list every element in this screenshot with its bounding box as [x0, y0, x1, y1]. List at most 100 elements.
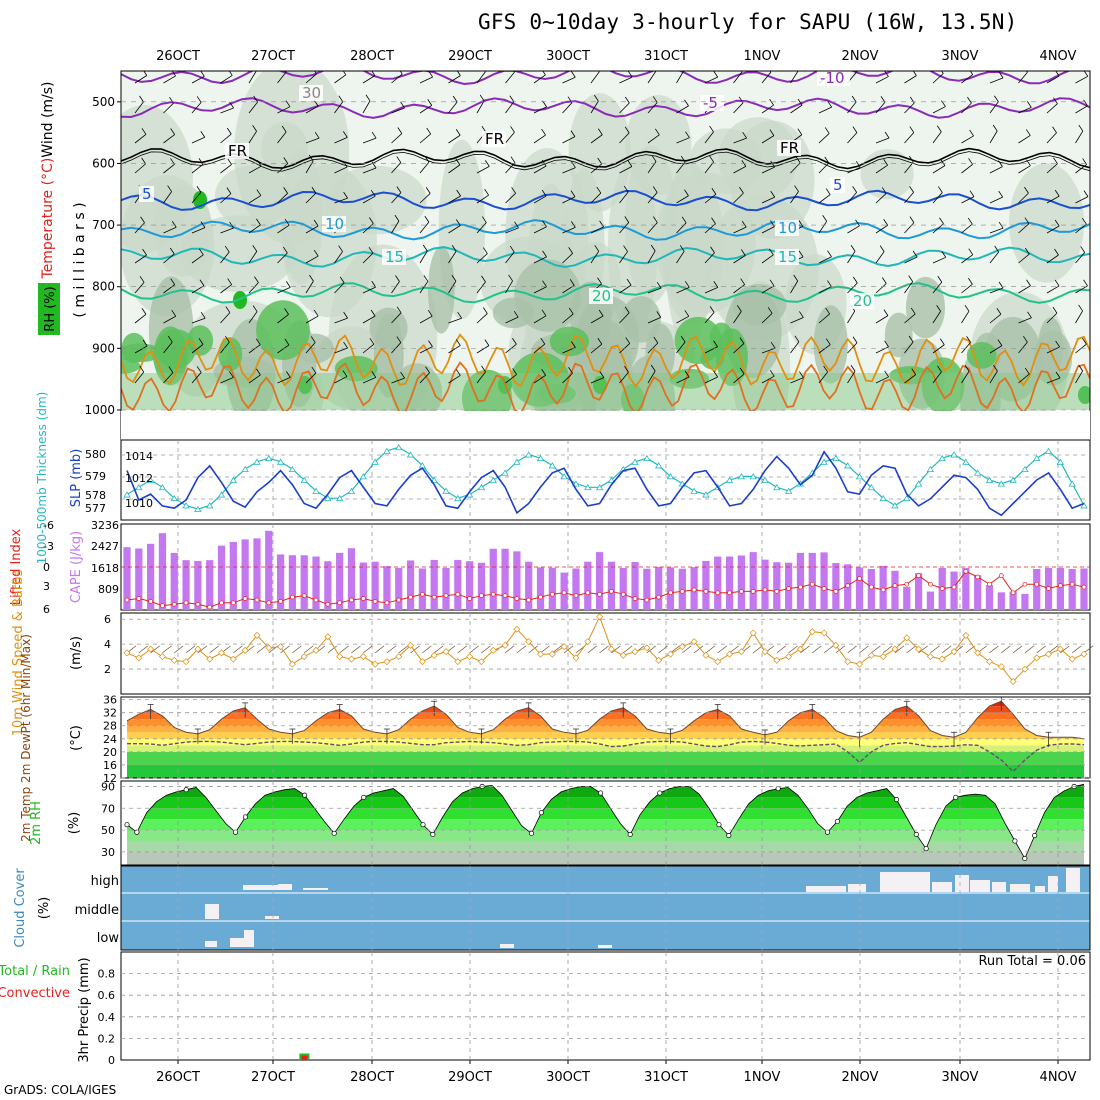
cape-bar: [418, 568, 426, 610]
wind-barb: [248, 374, 261, 384]
rh2m-point: [361, 794, 367, 800]
wind-barb: [191, 372, 202, 384]
temp2m-ylabel: 2m Temp 2m DewPt (6hr Min/Max): [19, 634, 33, 842]
li-point: [951, 584, 957, 590]
wind10-point: [631, 648, 639, 656]
rh-shade-moist: [156, 329, 196, 369]
wind10-point: [395, 653, 403, 661]
wind-barb: [448, 195, 461, 204]
thickness-point: [442, 487, 450, 494]
rh2m-point: [430, 831, 436, 838]
wind-barb: [505, 280, 513, 294]
wind-barb: [533, 286, 547, 294]
wind-barb-flag: [997, 339, 1003, 346]
top-date-label: 30OCT: [546, 49, 590, 64]
bottom-date-label: 1NOV: [744, 1070, 781, 1085]
cape-bar: [288, 555, 297, 610]
cape-bar: [595, 552, 604, 610]
wind-barb: [163, 163, 175, 174]
wind10-barb: [847, 645, 857, 654]
wind-barb-flag: [422, 244, 428, 252]
thickness-point: [643, 454, 651, 462]
wind-barb: [676, 222, 687, 234]
wind-barb: [932, 192, 943, 204]
wind-barb-flag: [313, 309, 319, 317]
wind-barb-flag: [140, 216, 145, 224]
cloud-cell: [265, 916, 279, 919]
wind-barb-flag: [1078, 304, 1083, 312]
wind-barb: [961, 283, 973, 294]
wind-barb: [134, 254, 147, 264]
thickness-point: [182, 502, 190, 509]
wind-barb: [220, 133, 232, 144]
wind-barb: [1018, 165, 1031, 174]
wind-barb-flag: [368, 217, 374, 224]
wind-barb-flag: [225, 335, 230, 343]
precip-tick-label: 0.6: [98, 989, 116, 1002]
wind-barb: [277, 224, 290, 234]
cape-bar: [773, 562, 781, 610]
wind-barb: [191, 136, 205, 144]
wind-barb-flag: [770, 160, 776, 168]
thickness-point: [265, 454, 273, 462]
wind-barb: [191, 344, 204, 354]
wind-barb: [533, 134, 546, 144]
wind-barb: [989, 313, 1002, 324]
thickness-point: [938, 454, 946, 462]
wind10-barb: [894, 645, 905, 654]
precip-frame: [120, 951, 1091, 1061]
wind-barb: [961, 371, 970, 384]
wind-barb: [362, 377, 376, 384]
wind-barb-flag: [909, 126, 915, 133]
wind-barb: [505, 343, 517, 354]
wind10-point: [277, 643, 285, 651]
bottom-date-label: 27OCT: [251, 1070, 295, 1085]
temp2m-tick-label: 12: [103, 772, 117, 785]
wind-barb-flag: [770, 341, 776, 349]
wind-barb-flag: [683, 71, 684, 72]
wind-barb-flag: [709, 125, 714, 133]
rh-shade-mid: [428, 246, 455, 334]
rh2m-point: [1012, 838, 1018, 844]
wind-barb-flag: [1027, 311, 1032, 319]
cape-bar: [383, 566, 391, 610]
wind-barb-flag: [936, 125, 942, 132]
wind-barb: [932, 371, 942, 384]
wind-barb-flag: [570, 221, 576, 228]
wind10-point: [832, 641, 840, 649]
wind-barb-flag: [599, 371, 605, 378]
thickness-tick-label: 578: [85, 489, 106, 502]
wind-barb-flag: [513, 310, 519, 318]
wind-barb: [1018, 135, 1031, 144]
wind-barb: [1018, 192, 1029, 204]
wind-barb-flag: [855, 161, 861, 168]
wind-barb: [676, 251, 685, 264]
cloud-tick-label: middle: [75, 903, 119, 918]
wind-barb: [676, 105, 689, 114]
li-point: [479, 593, 484, 599]
wind-barb-flag: [370, 189, 376, 197]
wind10-barb: [351, 645, 361, 654]
wind-barb: [533, 165, 547, 174]
li-point: [420, 591, 425, 597]
wind-barb-flag: [594, 94, 599, 102]
wind-barb: [619, 251, 628, 264]
wind10-point: [820, 629, 828, 637]
wind-barb: [989, 130, 998, 144]
wind-barb: [932, 311, 941, 324]
wind-barb: [134, 75, 148, 84]
thickness-point: [1009, 476, 1017, 483]
wind-barb: [904, 102, 915, 114]
wind-barb-flag: [396, 306, 402, 314]
bottom-date-label: 2NOV: [842, 1070, 879, 1085]
wind-barb-flag: [426, 127, 432, 135]
wind-barb-flag: [1082, 337, 1087, 345]
wind-barb: [419, 76, 433, 84]
wind10-point: [655, 656, 663, 664]
wind-barb-flag: [597, 277, 602, 284]
thickness-point: [158, 483, 167, 491]
wind-barb: [1075, 343, 1087, 354]
cape-bar: [655, 566, 663, 610]
wind-barb-flag: [542, 71, 546, 76]
cloud-cell: [932, 882, 952, 892]
